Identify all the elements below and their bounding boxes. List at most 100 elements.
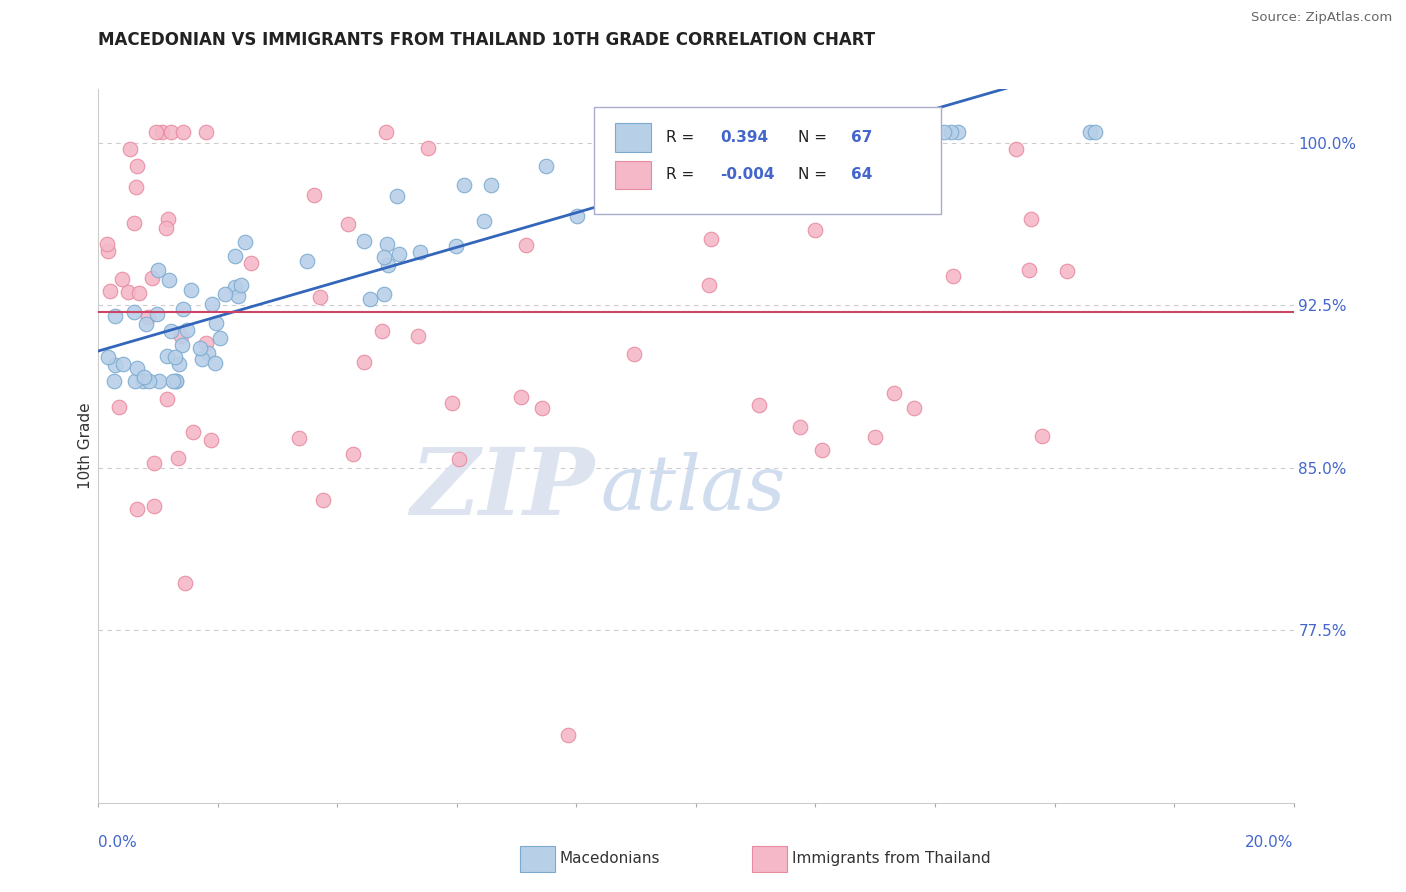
Point	[406, 329, 429, 343]
Point	[441, 396, 464, 410]
Point	[1078, 125, 1101, 139]
Point	[132, 370, 155, 384]
Point	[141, 271, 163, 285]
Point	[375, 125, 398, 139]
Point	[208, 331, 231, 345]
Point	[172, 302, 194, 317]
Point	[97, 244, 120, 258]
FancyBboxPatch shape	[595, 107, 941, 214]
Point	[165, 374, 187, 388]
Point	[942, 269, 965, 284]
Point	[593, 125, 616, 139]
Point	[143, 456, 166, 470]
Point	[124, 374, 146, 388]
Point	[146, 263, 169, 277]
Point	[371, 324, 394, 338]
Point	[1031, 428, 1053, 442]
Point	[148, 374, 170, 388]
Point	[125, 502, 148, 516]
Point	[453, 178, 475, 192]
Text: 64: 64	[852, 168, 873, 182]
Point	[883, 386, 905, 401]
Point	[204, 356, 226, 370]
Point	[373, 287, 395, 301]
Y-axis label: 10th Grade: 10th Grade	[77, 402, 93, 490]
Point	[811, 442, 834, 457]
Point	[104, 359, 127, 373]
Point	[388, 247, 411, 261]
Point	[224, 249, 246, 263]
Point	[156, 349, 179, 363]
Point	[697, 278, 720, 293]
Point	[117, 285, 139, 299]
Point	[932, 125, 955, 139]
Point	[353, 354, 375, 368]
Point	[789, 420, 811, 434]
Point	[143, 499, 166, 513]
Point	[510, 390, 533, 404]
Point	[150, 125, 173, 139]
Text: Macedonians: Macedonians	[560, 851, 659, 865]
Text: N =: N =	[797, 130, 827, 145]
Point	[170, 329, 193, 343]
Point	[692, 125, 714, 139]
Point	[375, 237, 398, 252]
Point	[135, 317, 157, 331]
Point	[205, 317, 228, 331]
Point	[946, 125, 969, 139]
Text: 0.0%: 0.0%	[98, 836, 138, 850]
Point	[939, 125, 962, 139]
Point	[530, 401, 553, 415]
Point	[138, 310, 160, 324]
Point	[146, 307, 169, 321]
Point	[122, 215, 145, 229]
Point	[195, 125, 218, 139]
Point	[567, 209, 589, 223]
Point	[336, 217, 359, 231]
Point	[128, 285, 150, 300]
Point	[145, 125, 167, 139]
Point	[122, 305, 145, 319]
Point	[515, 237, 537, 252]
Point	[295, 254, 318, 268]
Text: Immigrants from Thailand: Immigrants from Thailand	[792, 851, 990, 865]
Point	[534, 159, 557, 173]
Point	[155, 220, 177, 235]
Point	[342, 447, 364, 461]
Point	[180, 283, 202, 297]
Point	[848, 125, 870, 139]
Point	[165, 374, 187, 388]
Point	[373, 250, 395, 264]
Point	[125, 179, 148, 194]
Point	[191, 352, 214, 367]
Point	[156, 392, 179, 406]
Point	[1018, 263, 1040, 277]
Point	[132, 374, 155, 388]
Point	[181, 425, 204, 440]
Point	[731, 125, 754, 139]
Point	[167, 451, 190, 466]
Point	[803, 223, 825, 237]
Point	[214, 287, 236, 301]
Bar	[614, 161, 651, 189]
Point	[127, 361, 149, 376]
Point	[226, 289, 249, 303]
Text: R =: R =	[666, 130, 695, 145]
Point	[194, 335, 217, 350]
Point	[118, 142, 141, 156]
Point	[884, 125, 907, 139]
Point	[748, 398, 770, 412]
Point	[173, 576, 195, 591]
Point	[446, 238, 468, 252]
Bar	[614, 123, 651, 152]
Point	[104, 309, 127, 323]
Text: ZIP: ZIP	[411, 444, 595, 533]
Point	[308, 290, 330, 304]
Point	[287, 431, 309, 445]
Point	[170, 337, 193, 351]
Point	[1004, 142, 1026, 156]
Point	[169, 357, 191, 371]
Point	[304, 188, 326, 202]
Point	[112, 358, 135, 372]
Point	[97, 350, 120, 364]
